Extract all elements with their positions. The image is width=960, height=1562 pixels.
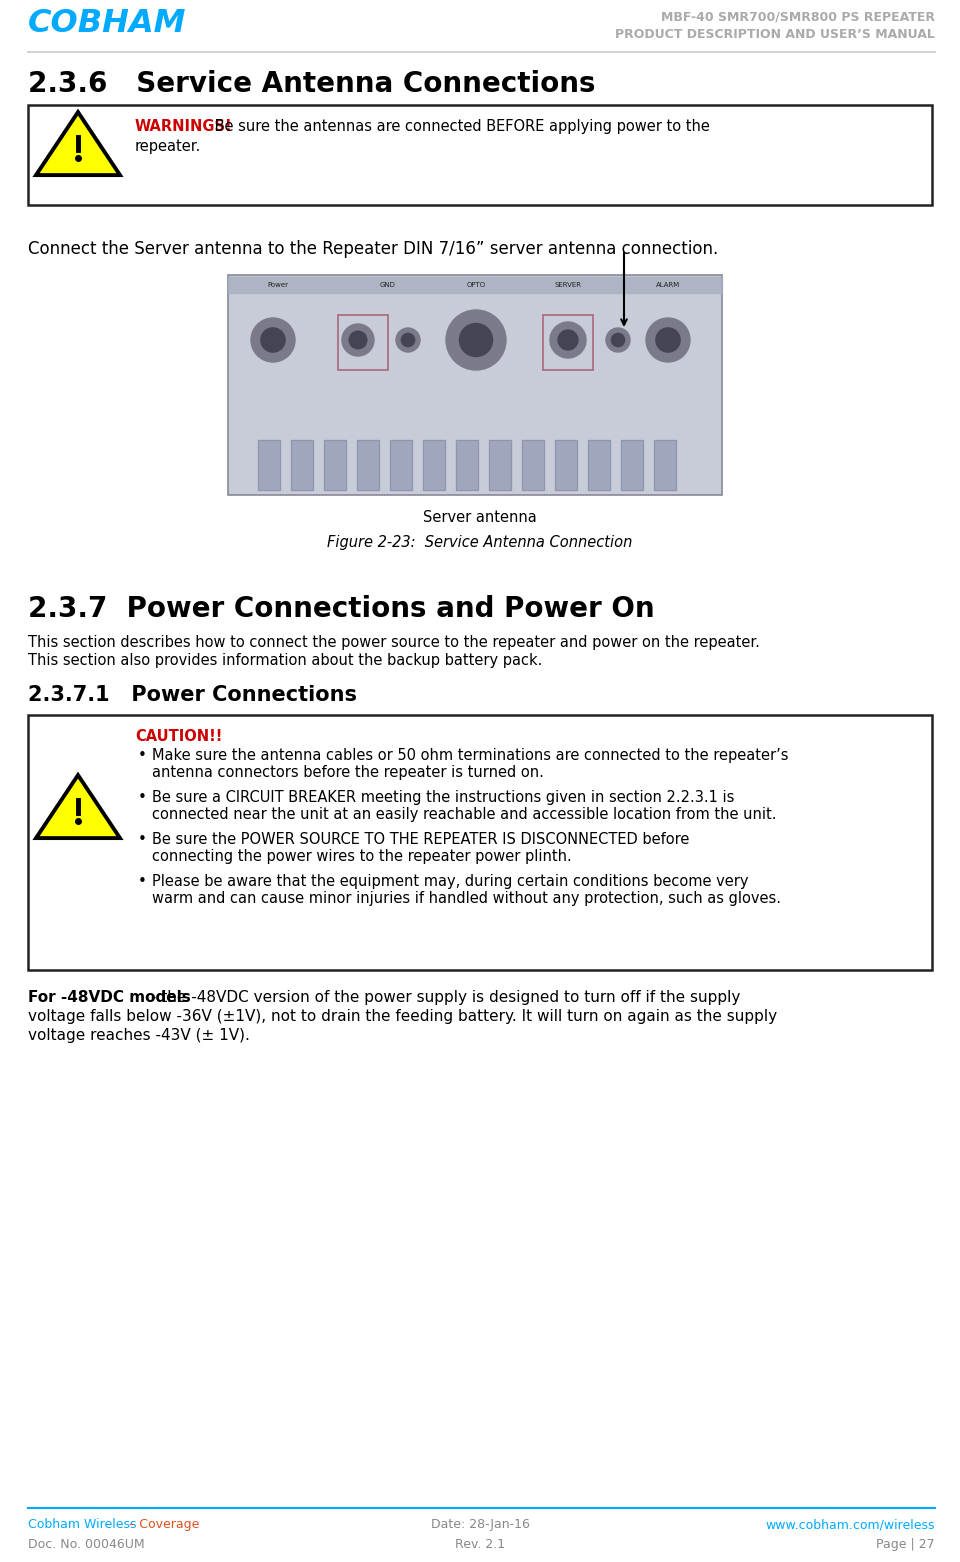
Circle shape [349, 331, 367, 348]
Polygon shape [36, 112, 120, 175]
Text: PRODUCT DESCRIPTION AND USER’S MANUAL: PRODUCT DESCRIPTION AND USER’S MANUAL [615, 28, 935, 41]
Circle shape [646, 319, 690, 362]
FancyBboxPatch shape [338, 316, 388, 370]
Text: Please be aware that the equipment may, during certain conditions become very: Please be aware that the equipment may, … [152, 875, 749, 889]
Text: CAUTION!!: CAUTION!! [135, 729, 223, 744]
Text: antenna connectors before the repeater is turned on.: antenna connectors before the repeater i… [152, 765, 544, 779]
Text: Date: 28-Jan-16: Date: 28-Jan-16 [431, 1518, 529, 1531]
Circle shape [446, 309, 506, 370]
Text: Doc. No. 00046UM: Doc. No. 00046UM [28, 1539, 145, 1551]
Polygon shape [36, 775, 120, 839]
Text: •: • [138, 790, 147, 804]
Text: 2.3.6   Service Antenna Connections: 2.3.6 Service Antenna Connections [28, 70, 595, 98]
FancyBboxPatch shape [28, 105, 932, 205]
Circle shape [656, 328, 680, 351]
Text: This section describes how to connect the power source to the repeater and power: This section describes how to connect th… [28, 636, 760, 650]
Text: GND: GND [380, 283, 396, 287]
Text: warm and can cause minor injuries if handled without any protection, such as glo: warm and can cause minor injuries if han… [152, 890, 781, 906]
Text: Rev. 2.1: Rev. 2.1 [455, 1539, 505, 1551]
Circle shape [251, 319, 295, 362]
Text: •: • [138, 748, 147, 762]
Text: connected near the unit at an easily reachable and accessible location from the : connected near the unit at an easily rea… [152, 808, 777, 822]
Text: Be sure the antennas are connected BEFORE applying power to the: Be sure the antennas are connected BEFOR… [210, 119, 709, 134]
Text: www.cobham.com/wireless: www.cobham.com/wireless [765, 1518, 935, 1531]
Text: 2.3.7  Power Connections and Power On: 2.3.7 Power Connections and Power On [28, 595, 655, 623]
Circle shape [606, 328, 630, 351]
Text: – Coverage: – Coverage [125, 1518, 200, 1531]
Text: MBF-40 SMR700/SMR800 PS REPEATER: MBF-40 SMR700/SMR800 PS REPEATER [661, 9, 935, 23]
Circle shape [558, 330, 578, 350]
FancyBboxPatch shape [543, 316, 593, 370]
Text: Make sure the antenna cables or 50 ohm terminations are connected to the repeate: Make sure the antenna cables or 50 ohm t… [152, 748, 788, 762]
Text: Server antenna: Server antenna [423, 511, 537, 525]
Text: Be sure a CIRCUIT BREAKER meeting the instructions given in section 2.2.3.1 is: Be sure a CIRCUIT BREAKER meeting the in… [152, 790, 734, 804]
Text: ALARM: ALARM [656, 283, 680, 287]
Text: connecting the power wires to the repeater power plinth.: connecting the power wires to the repeat… [152, 850, 572, 864]
Text: 2.3.7.1   Power Connections: 2.3.7.1 Power Connections [28, 686, 357, 704]
Text: Cobham Wireless: Cobham Wireless [28, 1518, 136, 1531]
Circle shape [401, 333, 415, 347]
Text: This section also provides information about the backup battery pack.: This section also provides information a… [28, 653, 542, 669]
Text: Power: Power [268, 283, 289, 287]
Text: Figure 2-23:  Service Antenna Connection: Figure 2-23: Service Antenna Connection [327, 536, 633, 550]
Text: SERVER: SERVER [555, 283, 582, 287]
Text: Be sure the POWER SOURCE TO THE REPEATER IS DISCONNECTED before: Be sure the POWER SOURCE TO THE REPEATER… [152, 833, 689, 847]
Circle shape [550, 322, 586, 358]
Text: COBHAM: COBHAM [28, 8, 186, 39]
FancyBboxPatch shape [228, 275, 722, 495]
Circle shape [460, 323, 492, 356]
Circle shape [342, 323, 374, 356]
Text: •: • [138, 875, 147, 889]
Circle shape [612, 333, 625, 347]
Text: voltage falls below -36V (±1V), not to drain the feeding battery. It will turn o: voltage falls below -36V (±1V), not to d… [28, 1009, 778, 1025]
Text: repeater.: repeater. [135, 139, 202, 155]
Text: Connect the Server antenna to the Repeater DIN 7/16” server antenna connection.: Connect the Server antenna to the Repeat… [28, 241, 718, 258]
Text: Page | 27: Page | 27 [876, 1539, 935, 1551]
FancyBboxPatch shape [28, 715, 932, 970]
Circle shape [396, 328, 420, 351]
Text: voltage reaches -43V (± 1V).: voltage reaches -43V (± 1V). [28, 1028, 250, 1043]
Circle shape [261, 328, 285, 351]
Text: WARNINGS!: WARNINGS! [135, 119, 232, 134]
Text: •: • [138, 833, 147, 847]
Text: OPTO: OPTO [467, 283, 486, 287]
Text: For -48VDC models: For -48VDC models [28, 990, 191, 1004]
Text: - the -48VDC version of the power supply is designed to turn off if the supply: - the -48VDC version of the power supply… [146, 990, 740, 1004]
